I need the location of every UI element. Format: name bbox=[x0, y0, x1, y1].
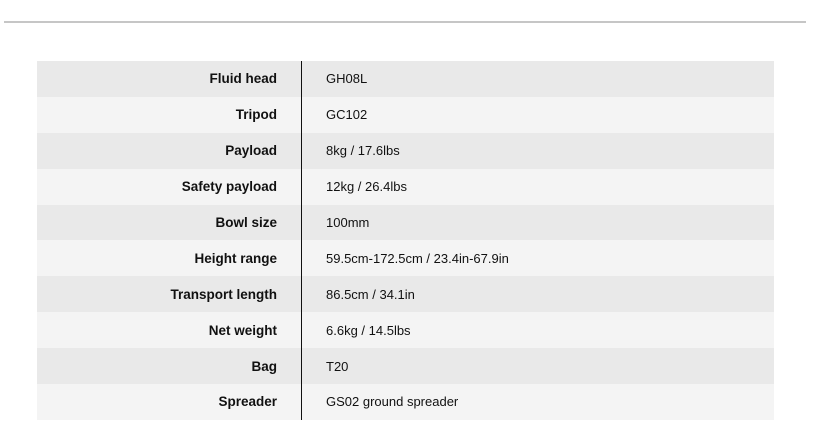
spec-row-bowl-size: Bowl size 100mm bbox=[37, 204, 774, 241]
spec-value: 59.5cm-172.5cm / 23.4in-67.9in bbox=[326, 250, 509, 266]
spec-value: 12kg / 26.4lbs bbox=[326, 179, 407, 195]
spec-label: Payload bbox=[225, 143, 277, 159]
spec-row-tripod: Tripod GC102 bbox=[37, 96, 774, 133]
spec-row-payload: Payload 8kg / 17.6lbs bbox=[37, 132, 774, 169]
spec-row-height-range: Height range 59.5cm-172.5cm / 23.4in-67.9… bbox=[37, 240, 774, 277]
spec-value: GS02 ground spreader bbox=[326, 394, 459, 410]
spec-table: Fluid head GH08L Tripod GC102 Payload 8kg /… bbox=[37, 61, 774, 420]
spec-value: 100mm bbox=[326, 215, 370, 230]
spec-label: Bowl size bbox=[215, 215, 277, 230]
spec-label: Safety payload bbox=[181, 179, 277, 195]
spec-value: GH08L bbox=[326, 71, 368, 87]
spec-row-spreader: Spreader GS02 ground spreader bbox=[37, 384, 774, 420]
top-divider bbox=[4, 21, 806, 23]
spec-value: T20 bbox=[326, 358, 349, 374]
spec-row-transport-length: Transport length 86.5cm / 34.1in bbox=[37, 276, 774, 313]
spec-row-safety-payload: Safety payload 12kg / 26.4lbs bbox=[37, 168, 774, 205]
spec-value: 86.5cm / 34.1in bbox=[326, 286, 415, 302]
spec-label: Fluid head bbox=[209, 71, 278, 87]
spec-row-bag: Bag T20 bbox=[37, 348, 774, 385]
spec-value: 6.6kg / 14.5lbs bbox=[326, 322, 411, 338]
spec-label: Net weight bbox=[208, 322, 277, 338]
spec-value: GC102 bbox=[326, 107, 368, 123]
spec-label: Transport length bbox=[170, 286, 277, 302]
spec-label: Spreader bbox=[218, 394, 277, 410]
column-divider bbox=[301, 61, 302, 420]
spec-row-fluid-head: Fluid head GH08L bbox=[37, 61, 774, 97]
spec-row-net-weight: Net weight 6.6kg / 14.5lbs bbox=[37, 312, 774, 349]
spec-value: 8kg / 17.6lbs bbox=[326, 143, 400, 159]
spec-label: Bag bbox=[251, 358, 277, 374]
spec-label: Tripod bbox=[235, 107, 277, 123]
spec-label: Height range bbox=[194, 250, 277, 266]
